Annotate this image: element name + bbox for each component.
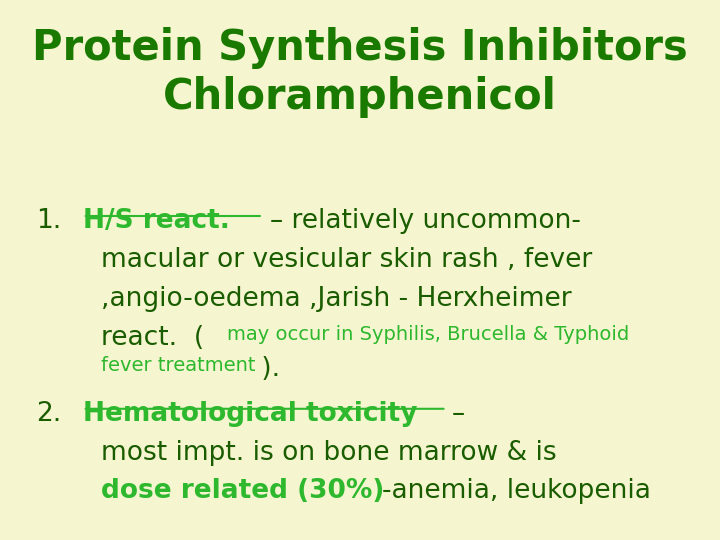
Text: Protein Synthesis Inhibitors
Chloramphenicol: Protein Synthesis Inhibitors Chloramphen… xyxy=(32,27,688,118)
Text: ).: ). xyxy=(253,356,281,382)
Text: may occur in Syphilis, Brucella & Typhoid: may occur in Syphilis, Brucella & Typhoi… xyxy=(227,325,629,343)
Text: 1.: 1. xyxy=(36,208,61,234)
Text: most impt. is on bone marrow & is: most impt. is on bone marrow & is xyxy=(101,440,557,465)
Text: ,angio-oedema ,Jarish - Herxheimer: ,angio-oedema ,Jarish - Herxheimer xyxy=(101,286,572,312)
Text: macular or vesicular skin rash , fever: macular or vesicular skin rash , fever xyxy=(101,247,592,273)
Text: H/S react.: H/S react. xyxy=(83,208,230,234)
Text: Hematological toxicity: Hematological toxicity xyxy=(83,401,418,427)
Text: -anemia, leukopenia: -anemia, leukopenia xyxy=(382,478,650,504)
Text: –: – xyxy=(452,401,465,427)
Text: 2.: 2. xyxy=(36,401,61,427)
Text: fever treatment: fever treatment xyxy=(101,356,256,375)
Text: dose related (30%): dose related (30%) xyxy=(101,478,384,504)
Text: react.  (: react. ( xyxy=(101,325,204,350)
Text: – relatively uncommon-: – relatively uncommon- xyxy=(270,208,581,234)
